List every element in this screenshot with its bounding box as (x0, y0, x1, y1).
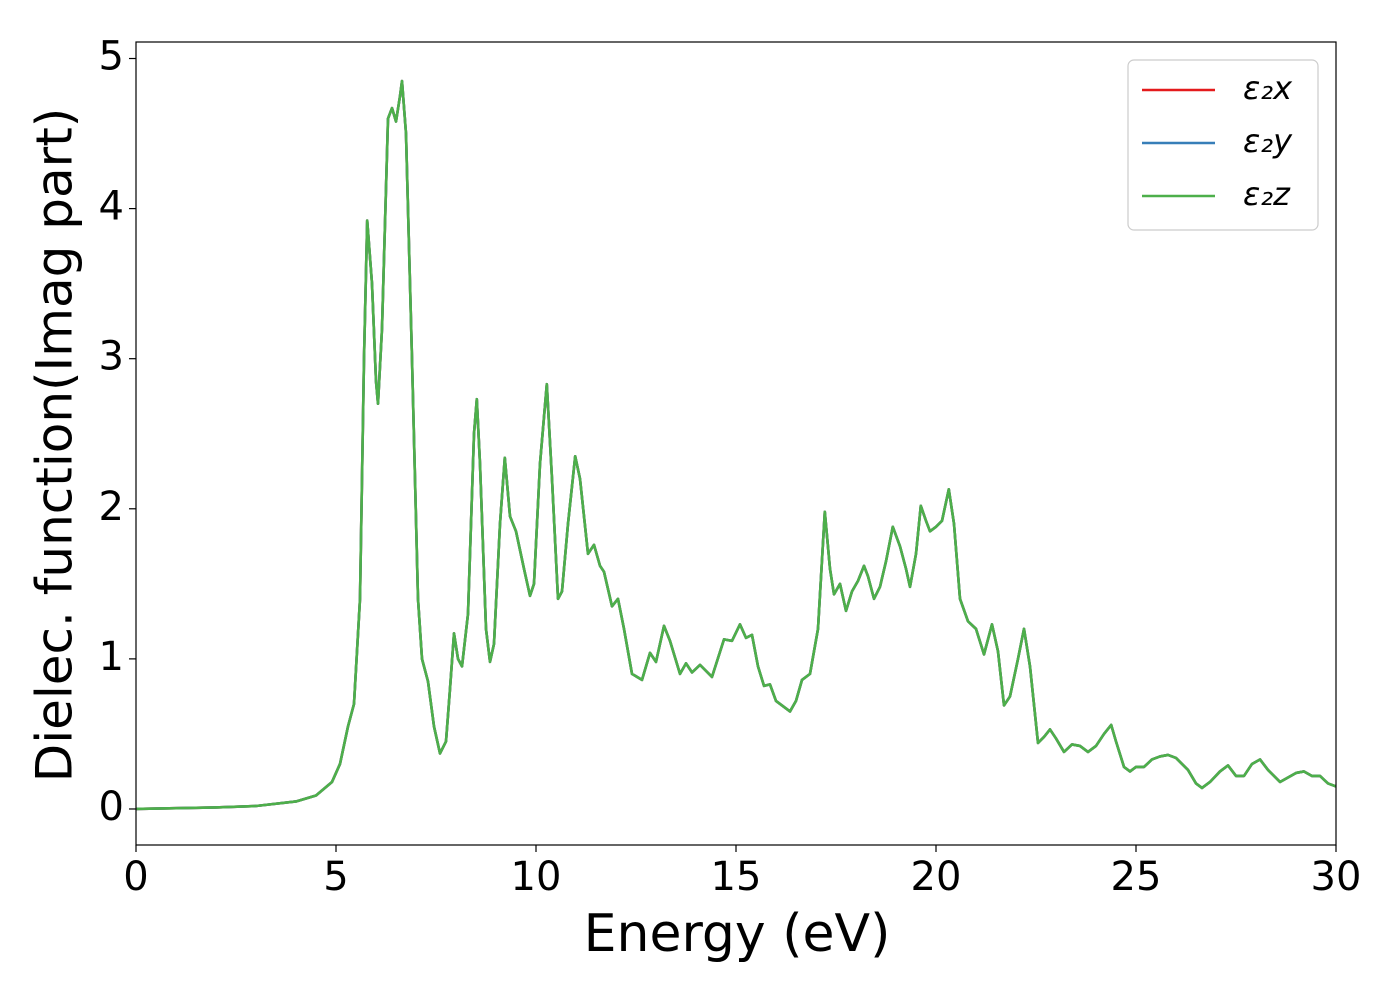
legend-label: ε₂y (1243, 122, 1293, 160)
y-tick-label: 0 (99, 784, 124, 830)
x-tick-label: 20 (911, 854, 962, 900)
y-tick-label: 2 (99, 484, 124, 530)
plot-frame (135, 41, 1337, 846)
y-tick-label: 1 (99, 634, 124, 680)
x-tick-label: 0 (123, 854, 148, 900)
legend-label: ε₂x (1243, 69, 1293, 107)
y-axis-label: Dielec. function(Imag part) (26, 108, 84, 783)
y-tick-label: 5 (99, 34, 124, 80)
legend-label: ε₂z (1243, 175, 1291, 213)
legend-box (1127, 59, 1319, 231)
y-tick-label: 4 (99, 184, 124, 230)
x-tick-label: 15 (711, 854, 762, 900)
x-axis-label: Energy (eV) (584, 904, 891, 964)
x-tick-label: 30 (1311, 854, 1362, 900)
x-tick-label: 5 (323, 854, 348, 900)
x-tick-label: 25 (1111, 854, 1162, 900)
y-tick-label: 3 (99, 334, 124, 380)
x-tick-label: 10 (511, 854, 562, 900)
data-line (135, 79, 1337, 811)
